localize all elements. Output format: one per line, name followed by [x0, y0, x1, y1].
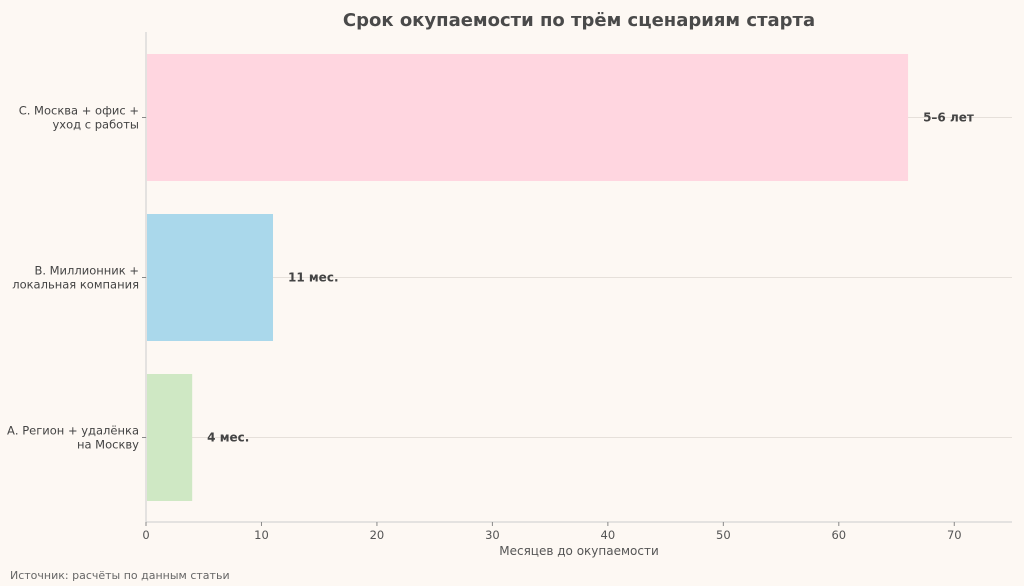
source-note: Источник: расчёты по данным статьи [10, 569, 230, 582]
bar [147, 54, 909, 181]
bar [147, 214, 274, 341]
data-label: 11 мес. [288, 271, 339, 285]
data-labels: 5–6 лет 11 мес. 4 мес. [207, 111, 974, 445]
category-label: на Москву [77, 438, 139, 452]
category-label: В. Миллионник + [34, 264, 139, 278]
x-tick-label: 20 [370, 528, 385, 542]
bars [147, 54, 909, 501]
x-tick-label: 70 [947, 528, 962, 542]
chart-title: Срок окупаемости по трём сценариям старт… [343, 10, 815, 31]
x-tick-label: 10 [254, 528, 269, 542]
data-label: 5–6 лет [923, 111, 974, 125]
x-axis-label: Месяцев до окупаемости [499, 544, 659, 558]
data-label: 4 мес. [207, 431, 249, 445]
category-label: С. Москва + офис + [19, 104, 139, 118]
category-labels: С. Москва + офис +уход с работы В. Миллио… [7, 104, 146, 452]
category-label: А. Регион + удалёнка [7, 424, 139, 438]
category-label: локальная компания [12, 278, 139, 292]
bar [147, 374, 193, 501]
x-tick-label: 30 [485, 528, 500, 542]
x-tick-label: 0 [142, 528, 149, 542]
x-ticks: 0 10 20 30 40 50 60 70 [142, 522, 962, 542]
x-tick-label: 40 [601, 528, 616, 542]
x-tick-label: 60 [831, 528, 846, 542]
category-label: уход с работы [53, 118, 140, 132]
x-tick-label: 50 [716, 528, 731, 542]
